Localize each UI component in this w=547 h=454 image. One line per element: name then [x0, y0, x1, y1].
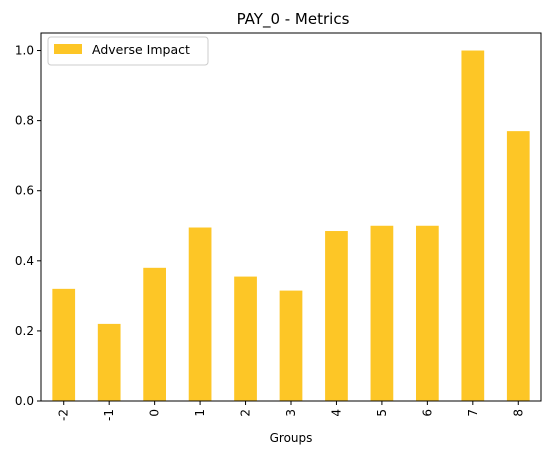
- bar-8: [506, 131, 530, 401]
- bar-7: [461, 50, 485, 402]
- bars-layer: [52, 50, 530, 402]
- chart-title: PAY_0 - Metrics: [237, 10, 350, 29]
- y-tick-label: 0.6: [15, 184, 34, 198]
- axes-layer: 0.0 0.2 0.4 0.6 0.8 1.0 -2 -1 0 1 2 3 4 5 6 7 8: [15, 32, 542, 421]
- x-tick-label: 8: [511, 409, 525, 417]
- x-tick-label: 7: [466, 409, 480, 417]
- bar--2: [52, 288, 76, 401]
- x-tick-label: 3: [284, 409, 298, 417]
- x-tick-label: 5: [375, 409, 389, 417]
- y-tick-label: 0.2: [15, 324, 34, 338]
- bar-0: [143, 267, 166, 401]
- y-tick-label: 0.8: [15, 114, 34, 128]
- bar-2: [234, 276, 257, 401]
- bar-1: [188, 227, 212, 401]
- y-tick-label: 1.0: [15, 44, 34, 58]
- legend-box: [47, 36, 209, 66]
- bar-4: [325, 231, 348, 401]
- bar--1: [97, 323, 121, 401]
- bar-3: [279, 290, 303, 401]
- legend-swatch: [54, 44, 82, 54]
- legend-label: Adverse Impact: [92, 42, 190, 57]
- x-tick-label: 2: [239, 409, 253, 417]
- bar-6: [416, 225, 439, 401]
- x-tick-label: -1: [102, 409, 116, 421]
- x-tick-label: -2: [57, 409, 71, 421]
- x-tick-label: 6: [420, 409, 434, 417]
- y-tick-label: 0.4: [15, 254, 34, 268]
- x-tick-label: 4: [329, 409, 343, 417]
- bar-5: [370, 225, 394, 401]
- legend: Adverse Impact: [47, 36, 209, 66]
- x-axis-label: Groups: [270, 431, 313, 445]
- x-tick-label: 0: [148, 409, 162, 417]
- x-tick-label: 1: [193, 409, 207, 417]
- y-tick-label: 0.0: [15, 394, 34, 408]
